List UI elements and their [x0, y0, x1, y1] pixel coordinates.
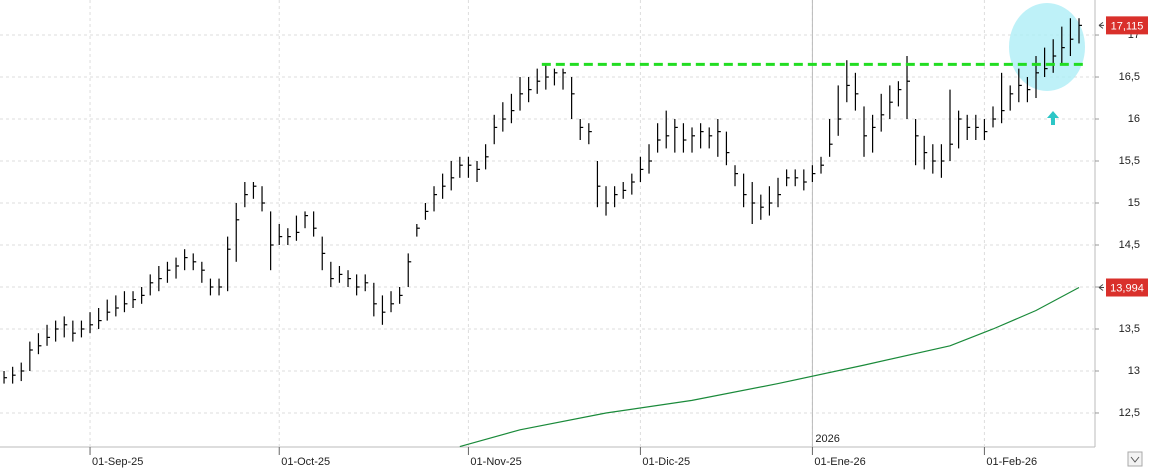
- scroll-button[interactable]: [1127, 451, 1143, 467]
- scroll-icon: [1130, 456, 1140, 463]
- x-tick-label: 01-Ene-26: [814, 456, 865, 468]
- highlight-circle: [1009, 3, 1085, 91]
- x-tick-label: 01-Nov-25: [470, 456, 521, 468]
- x-tick-label: 01-Feb-26: [986, 456, 1037, 468]
- price-badge: [1106, 278, 1148, 297]
- y-tick-label: 16,5: [1119, 71, 1140, 83]
- y-tick-label: 12,5: [1119, 407, 1140, 419]
- price-pointer: [1098, 21, 1104, 29]
- y-tick-label: 13,5: [1119, 323, 1140, 335]
- y-tick-label: 15: [1128, 197, 1140, 209]
- price-label: 13,994: [1110, 282, 1144, 294]
- price-label: 17,115: [1111, 20, 1144, 32]
- x-tick-label: 01-Oct-25: [281, 456, 330, 468]
- y-tick-label: 14,5: [1119, 239, 1140, 251]
- y-tick-label: 16: [1128, 113, 1140, 125]
- price-badge: [1106, 16, 1148, 35]
- x-tick-label: 01-Dic-25: [642, 456, 690, 468]
- y-tick-label: 15,5: [1119, 155, 1140, 167]
- price-pointer: [1098, 284, 1104, 291]
- year-label: 2026: [815, 433, 839, 445]
- up-arrow: [1047, 111, 1059, 125]
- moving-average: [459, 286, 1080, 448]
- x-tick-label: 01-Sep-25: [92, 456, 143, 468]
- y-tick-label: 13: [1128, 365, 1140, 377]
